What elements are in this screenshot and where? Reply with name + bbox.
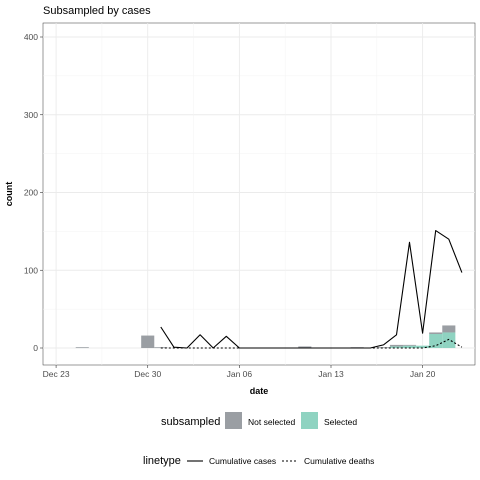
legend-label-cumulative-cases: Cumulative cases — [209, 456, 276, 466]
x-tick-label: Jan 06 — [227, 369, 253, 379]
x-axis-label: date — [250, 386, 269, 396]
bar-series — [75, 325, 456, 349]
x-tick-label: Dec 30 — [134, 369, 161, 379]
y-tick-label: 300 — [24, 110, 38, 120]
legend-linetype-title: linetype — [143, 455, 181, 467]
y-tick-label: 0 — [33, 343, 38, 353]
bar-not-selected — [442, 325, 456, 333]
bar-not-selected — [75, 347, 89, 349]
bar-not-selected — [141, 335, 155, 348]
x-tick-label: Jan 20 — [410, 369, 436, 379]
chart-title: Subsampled by cases — [43, 5, 151, 17]
legend-label-cumulative-deaths: Cumulative deaths — [304, 456, 374, 466]
line-series — [160, 230, 463, 349]
y-tick-labels: 0 100 200 300 400 — [24, 32, 43, 353]
line-cumulative-cases — [160, 230, 463, 349]
bar-selected — [389, 346, 403, 348]
x-tick-labels: Dec 23 Dec 30 Jan 06 Jan 13 Jan 20 — [43, 365, 436, 379]
legend-swatch-not-selected — [225, 412, 242, 429]
legend-swatch-selected — [301, 412, 318, 429]
bar-not-selected — [298, 346, 312, 348]
line-cumulative-deaths — [160, 338, 463, 349]
y-axis-label: count — [4, 182, 14, 207]
legend-label-not-selected: Not selected — [248, 417, 296, 427]
x-tick-label: Jan 13 — [318, 369, 344, 379]
bar-selected — [403, 345, 417, 348]
bar-not-selected — [389, 344, 403, 347]
y-tick-label: 100 — [24, 265, 38, 275]
bar-not-selected — [376, 347, 390, 349]
bar-selected — [416, 345, 430, 348]
x-tick-label: Dec 23 — [43, 369, 70, 379]
y-tick-label: 200 — [24, 188, 38, 198]
bar-selected — [429, 334, 443, 348]
legend-label-selected: Selected — [324, 417, 357, 427]
legend-subsampled: subsampled Not selected Selected — [161, 412, 357, 429]
grid-lines — [43, 23, 475, 365]
bar-selected — [442, 332, 456, 348]
y-tick-label: 400 — [24, 32, 38, 42]
legend-linetype: linetype Cumulative cases Cumulative dea… — [143, 455, 374, 467]
bar-not-selected — [403, 344, 417, 346]
bar-not-selected — [429, 332, 443, 335]
plot-panel — [42, 22, 476, 366]
legend-subsampled-title: subsampled — [161, 416, 220, 428]
